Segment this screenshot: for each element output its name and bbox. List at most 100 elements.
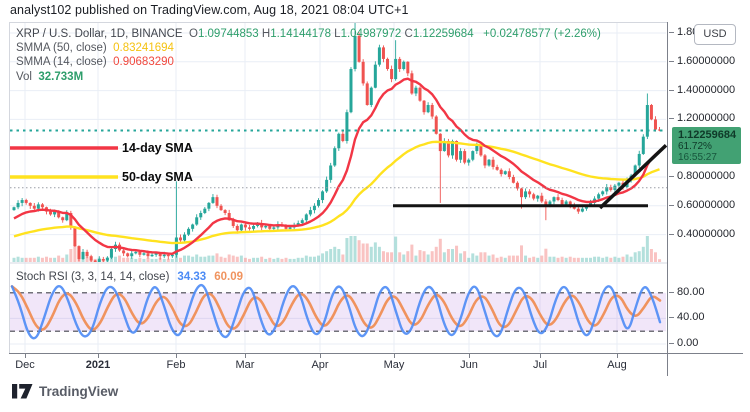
volume-bar <box>223 257 227 262</box>
chart-canvas[interactable] <box>9 22 667 353</box>
volume-bar <box>231 255 235 262</box>
volume-bar <box>207 255 211 262</box>
volume-bar <box>422 251 426 262</box>
candle-body <box>158 253 162 257</box>
volume-bar <box>239 255 243 262</box>
smma50-label: SMMA (50, close) <box>16 42 107 55</box>
candle-body <box>109 249 113 258</box>
time-tick-label: Mar <box>235 359 255 371</box>
candle-body <box>187 228 191 235</box>
volume-bar <box>471 253 475 262</box>
candle-body <box>653 119 657 130</box>
volume-bar <box>536 257 540 262</box>
candle-body <box>300 220 304 224</box>
candle-body <box>637 153 641 166</box>
tradingview-logo-icon <box>12 384 33 399</box>
volume-bar <box>203 256 207 262</box>
candle-body <box>467 159 471 163</box>
volume-label: Vol <box>16 70 32 83</box>
ohlc-letter: L <box>334 28 341 40</box>
candle-body <box>49 211 53 215</box>
time-tick-mark <box>320 354 321 358</box>
volume-bar <box>564 257 568 262</box>
volume-bar <box>341 254 345 262</box>
volume-bar <box>398 252 402 262</box>
time-tick-mark <box>98 354 99 358</box>
volume-bar <box>187 255 191 262</box>
candle-body <box>268 225 272 229</box>
volume-bar <box>349 236 353 262</box>
ohlc-value: 1.14144178 <box>270 28 335 40</box>
candle-body <box>641 136 645 154</box>
candle-body <box>325 179 329 192</box>
volume-bar <box>426 254 430 262</box>
price-scale[interactable]: 0.40000000 0.60000000 0.80000000 1.20000000… <box>667 22 744 353</box>
candle-body <box>450 141 454 156</box>
time-tick-mark <box>394 354 395 358</box>
volume-bar <box>219 256 223 262</box>
volume-bar <box>183 255 187 262</box>
time-tick-mark <box>617 354 618 358</box>
volume-bar <box>199 256 203 262</box>
currency-toggle-button[interactable]: USD <box>694 24 736 45</box>
ohlc-readout: O1.09744853 H1.14144178 L1.04987972 C1.1… <box>189 28 477 40</box>
volume-bar <box>65 254 69 262</box>
candle-body <box>239 224 243 231</box>
candle-body <box>536 195 540 199</box>
candle-body <box>556 197 560 201</box>
volume-bar <box>146 257 150 262</box>
volume-bar <box>548 256 552 262</box>
volume-bar <box>292 258 296 262</box>
volume-bar <box>154 258 158 262</box>
volume-bar <box>333 246 337 262</box>
candle-body <box>487 159 491 166</box>
candle-body <box>426 105 430 113</box>
volume-bar <box>487 255 491 262</box>
candle-body <box>57 211 61 218</box>
volume-bar <box>138 257 142 262</box>
candle-body <box>430 105 434 117</box>
time-tick-label: Apr <box>311 359 329 371</box>
volume-bar <box>511 255 515 262</box>
stoch-rsi-title: Stoch RSI (3, 3, 14, 14, close) <box>16 271 170 283</box>
volume-bar <box>617 257 621 262</box>
time-tick-label: May <box>383 359 405 371</box>
volume-bar <box>658 259 662 262</box>
candle-body <box>150 254 154 257</box>
volume-bar <box>515 255 519 262</box>
candle-body <box>418 87 422 101</box>
volume-bar <box>641 246 645 262</box>
volume-bar <box>28 257 32 262</box>
symbol-title: XRP / U.S. Dollar, 1D, BINANCE <box>16 28 183 40</box>
last-price-badge[interactable]: 1.12259684 61.72% 16:55:27 <box>672 127 741 164</box>
volume-bar <box>178 257 182 262</box>
candle-body <box>243 224 247 228</box>
candle-body <box>130 253 134 257</box>
tradingview-logo-text: TradingView <box>39 384 119 399</box>
legend-row-smma14: SMMA (14, close) 0.90683290 <box>16 55 601 69</box>
candle-body <box>568 201 572 206</box>
volume-bar <box>57 255 61 262</box>
stoch-tick-label: 0.00 <box>668 337 699 349</box>
price-tick-label: 1.20000000 <box>668 112 736 125</box>
volume-bar <box>284 257 288 262</box>
volume-bar <box>130 257 134 262</box>
candle-body <box>174 237 178 255</box>
candle-body <box>146 253 150 257</box>
candle-body <box>288 227 292 229</box>
time-scale[interactable]: Dec 2021 Feb Mar Apr May Jun Jul Aug <box>9 353 743 376</box>
badge-percent: 61.72% <box>678 141 712 152</box>
time-tick-mark <box>25 354 26 358</box>
volume-bar <box>386 252 390 262</box>
volume-bar <box>402 254 406 262</box>
footer-logo: TradingView <box>12 384 118 399</box>
ascending-trendline[interactable] <box>598 144 667 210</box>
volume-bar <box>621 256 625 262</box>
volume-bar <box>247 258 251 262</box>
candle-body <box>544 201 548 206</box>
candle-body <box>394 58 398 80</box>
candle-body <box>434 116 438 134</box>
candle-body <box>398 58 402 69</box>
candle-body <box>264 225 268 228</box>
volume-bar <box>300 257 304 262</box>
